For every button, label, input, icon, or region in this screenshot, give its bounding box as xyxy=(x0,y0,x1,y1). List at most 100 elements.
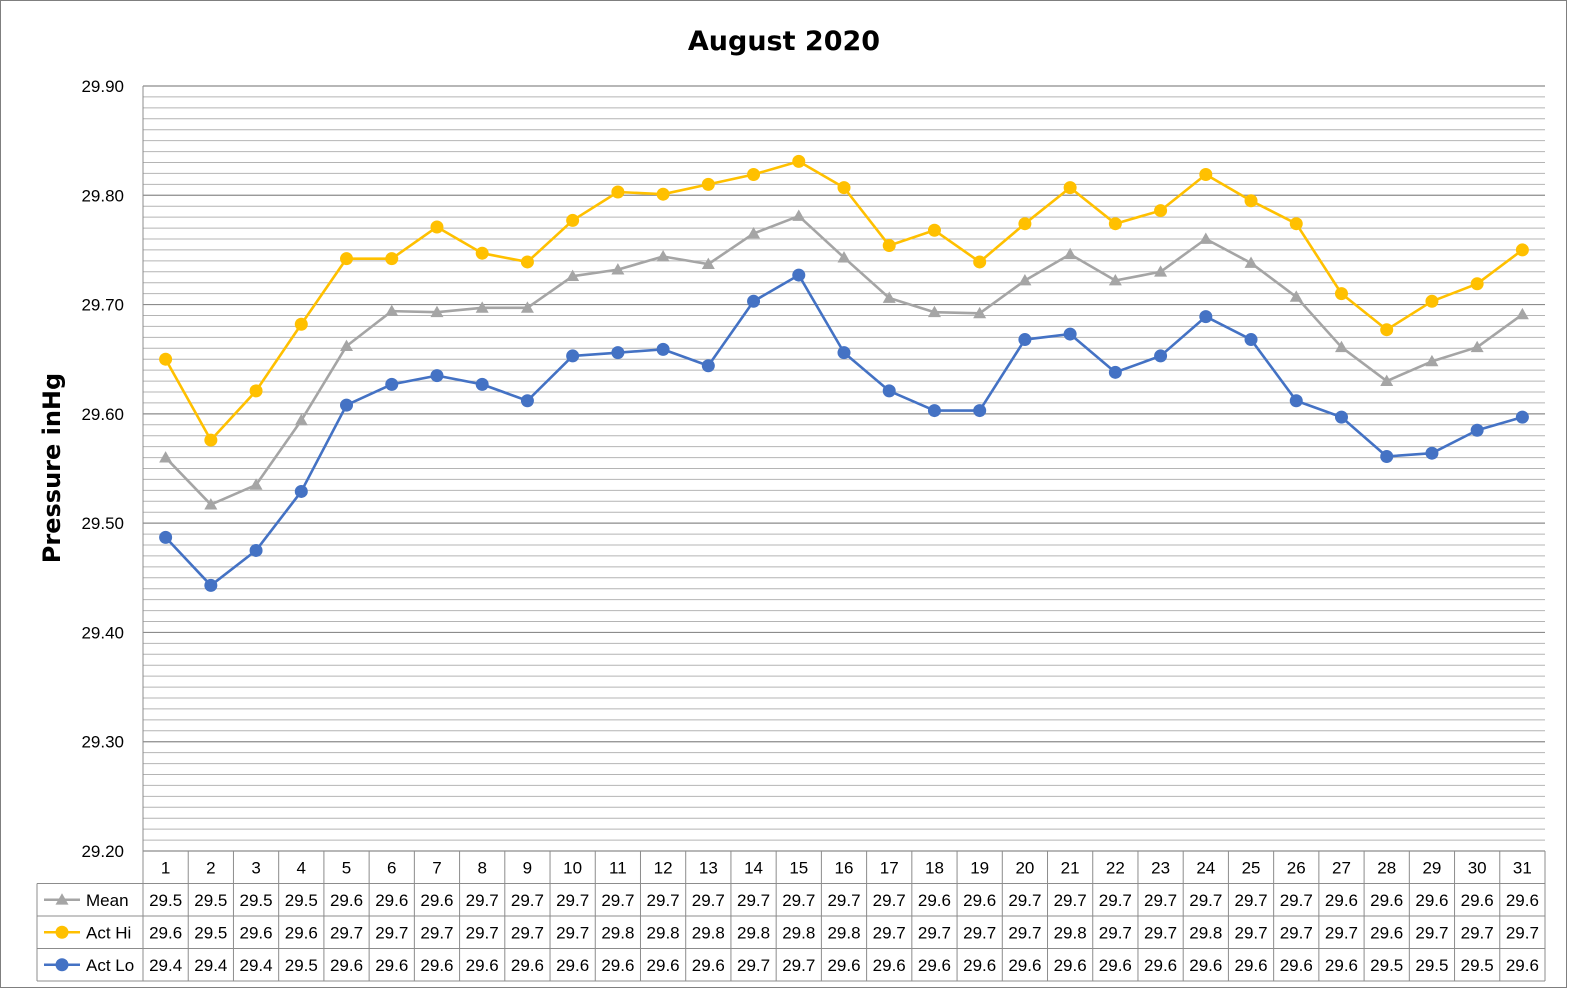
x-tick-label: 27 xyxy=(1332,858,1351,877)
x-tick-label: 9 xyxy=(523,858,532,877)
table-cell: 29.7 xyxy=(1008,923,1041,942)
table-cell: 29.6 xyxy=(330,891,363,910)
data-point xyxy=(1515,307,1529,320)
data-point xyxy=(837,251,851,263)
table-cell: 29.6 xyxy=(918,891,951,910)
data-point xyxy=(1244,194,1258,208)
data-point xyxy=(520,301,534,313)
table-cell: 29.6 xyxy=(466,956,499,975)
table-cell: 29.7 xyxy=(737,956,770,975)
table-cell: 29.7 xyxy=(511,891,544,910)
series-markers xyxy=(159,154,1529,592)
data-point xyxy=(430,220,444,234)
table-cell: 29.6 xyxy=(1008,956,1041,975)
table-cell: 29.6 xyxy=(1370,891,1403,910)
x-tick-label: 16 xyxy=(835,858,854,877)
data-point xyxy=(882,291,896,303)
table-cell: 29.6 xyxy=(918,956,951,975)
table-cell: 29.6 xyxy=(647,956,680,975)
x-tick-label: 26 xyxy=(1287,858,1306,877)
y-axis-ticks: 29.20 29.30 29.40 29.50 29.60 29.70 29.80 29.90 xyxy=(81,77,124,861)
chart-title: August 2020 xyxy=(688,26,880,57)
table-cell: 29.6 xyxy=(1054,956,1087,975)
table-cell: 29.7 xyxy=(737,891,770,910)
table-cell: 29.8 xyxy=(1054,923,1087,942)
data-point xyxy=(611,263,625,275)
table-cell: 29.7 xyxy=(1099,891,1132,910)
table-cell: 29.6 xyxy=(375,956,408,975)
table-cell: 29.7 xyxy=(963,923,996,942)
data-point xyxy=(1018,333,1032,347)
table-cell: 29.8 xyxy=(737,923,770,942)
table-cell: 29.6 xyxy=(420,891,453,910)
data-point xyxy=(1199,232,1213,244)
x-tick-label: 1 xyxy=(161,858,170,877)
data-point xyxy=(882,384,896,398)
x-tick-label: 17 xyxy=(880,858,899,877)
table-cell: 29.7 xyxy=(420,923,453,942)
table-cell: 29.7 xyxy=(1054,891,1087,910)
x-tick-label: 24 xyxy=(1196,858,1215,877)
data-point xyxy=(1154,204,1168,218)
data-point xyxy=(1108,365,1122,379)
gridlines xyxy=(142,85,1545,852)
x-tick-label: 7 xyxy=(432,858,441,877)
x-tick-label: 18 xyxy=(925,858,944,877)
table-cell: 29.7 xyxy=(1099,923,1132,942)
data-point xyxy=(837,346,851,360)
data-point xyxy=(1334,287,1348,301)
table-cell: 29.7 xyxy=(556,923,589,942)
data-point xyxy=(1018,274,1032,286)
data-point xyxy=(747,227,761,239)
table-cell: 29.5 xyxy=(285,956,318,975)
legend-label: Act Lo xyxy=(86,956,134,975)
table-cell: 29.6 xyxy=(1506,956,1539,975)
data-point xyxy=(973,404,987,418)
table-cell: 29.6 xyxy=(556,956,589,975)
data-point xyxy=(1380,374,1394,386)
table-cell: 29.7 xyxy=(601,891,634,910)
y-tick-label: 29.40 xyxy=(81,623,124,642)
data-point xyxy=(701,177,715,191)
table-cell: 29.7 xyxy=(873,891,906,910)
data-point xyxy=(1425,294,1439,308)
table-cell: 29.6 xyxy=(285,923,318,942)
table-cell: 29.6 xyxy=(1415,891,1448,910)
data-point xyxy=(837,181,851,195)
table-cell: 29.7 xyxy=(647,891,680,910)
table-cell: 29.8 xyxy=(782,923,815,942)
table-cell: 29.8 xyxy=(692,923,725,942)
x-tick-label: 23 xyxy=(1151,858,1170,877)
legend-label: Act Hi xyxy=(86,923,131,942)
table-cell: 29.6 xyxy=(330,956,363,975)
data-point xyxy=(792,154,806,168)
data-point xyxy=(927,305,941,318)
table-cell: 29.6 xyxy=(1234,956,1267,975)
x-tick-label: 5 xyxy=(342,858,351,877)
table-cell: 29.6 xyxy=(873,956,906,975)
table-cell: 29.6 xyxy=(601,956,634,975)
data-point xyxy=(1380,449,1394,463)
data-point xyxy=(294,413,308,426)
data-point xyxy=(792,268,806,282)
table-cell: 29.7 xyxy=(375,923,408,942)
data-point xyxy=(566,213,580,227)
x-tick-label: 15 xyxy=(789,858,808,877)
table-cell: 29.7 xyxy=(511,923,544,942)
data-point xyxy=(882,239,896,253)
data-point xyxy=(973,255,987,269)
table-cell: 29.7 xyxy=(1325,923,1358,942)
table-cell: 29.6 xyxy=(1144,956,1177,975)
legend-key-marker xyxy=(55,893,69,905)
data-point xyxy=(1108,274,1122,286)
table-cell: 29.7 xyxy=(1144,923,1177,942)
x-tick-label: 28 xyxy=(1377,858,1396,877)
table-cell: 29.6 xyxy=(1370,923,1403,942)
x-tick-label: 11 xyxy=(609,858,627,877)
data-point xyxy=(159,352,173,366)
table-cell: 29.7 xyxy=(827,891,860,910)
x-tick-label: 22 xyxy=(1106,858,1125,877)
data-point xyxy=(1515,243,1529,257)
table-cell: 29.7 xyxy=(1008,891,1041,910)
table-cell: 29.4 xyxy=(240,956,273,975)
